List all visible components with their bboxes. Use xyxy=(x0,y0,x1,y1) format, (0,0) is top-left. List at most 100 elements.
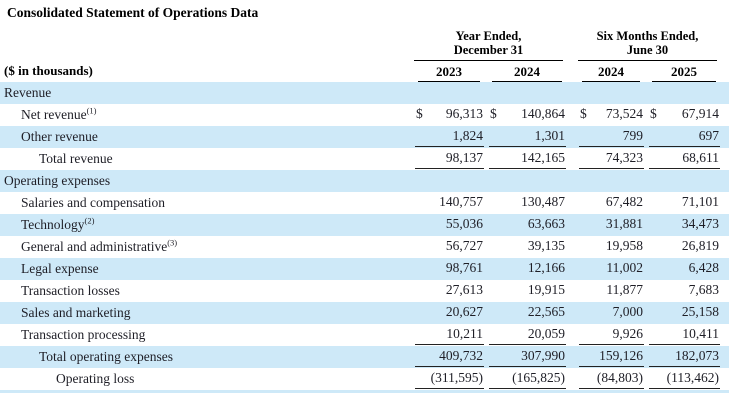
value-cell xyxy=(412,170,486,192)
cell-value: 140,757 xyxy=(439,194,483,210)
value-cell: 697 xyxy=(646,126,722,148)
row-label: Total revenue xyxy=(39,150,113,166)
cell-value: 19,915 xyxy=(527,282,565,298)
cell-value: 1,824 xyxy=(452,127,483,143)
value-cell: 67,482 xyxy=(576,192,646,214)
row-label: Operating loss xyxy=(56,370,135,386)
column-group-row: Year Ended, December 31 Six Months Ended… xyxy=(0,22,729,61)
table-row: Technology(2) 55,036 63,663 31,881 34,473 xyxy=(0,213,729,236)
value-cell: (165,825) xyxy=(486,368,568,390)
row-label: Total operating expenses xyxy=(39,348,174,364)
right-padding xyxy=(722,170,729,192)
value-cell: 20,627 xyxy=(412,302,486,324)
value-cell: 20,059 xyxy=(486,324,568,346)
group-label-line1: Six Months Ended, xyxy=(596,29,699,43)
column-gap xyxy=(568,126,576,148)
table-row: Transaction processing 10,211 20,059 9,926 1… xyxy=(0,324,729,346)
value-cell: 182,073 xyxy=(646,346,722,368)
value-cell: 98,761 xyxy=(412,258,486,280)
value-cell: 55,036 xyxy=(412,214,486,236)
section-label: Operating expenses xyxy=(4,172,111,188)
cell-value: 63,663 xyxy=(527,216,565,232)
column-gap xyxy=(568,82,576,104)
cell-value: 12,166 xyxy=(527,260,565,276)
value-cell: 10,211 xyxy=(412,324,486,346)
right-padding xyxy=(722,258,729,280)
value-cell: 98,137 xyxy=(412,148,486,170)
right-padding xyxy=(722,324,729,346)
value-cell: 142,165 xyxy=(486,148,568,170)
table-header: Year Ended, December 31 Six Months Ended… xyxy=(0,22,729,82)
year-header-row: ($ in thousands) 2023 2024 2024 2025 xyxy=(0,61,729,82)
right-padding xyxy=(722,61,729,82)
row-label: General and administrative(3) xyxy=(21,237,178,254)
cell-value: 9,926 xyxy=(612,325,643,341)
cell-value: 26,819 xyxy=(681,238,719,254)
cell-value: 56,727 xyxy=(445,238,483,254)
value-cell: 74,323 xyxy=(576,148,646,170)
value-cell: 19,915 xyxy=(486,280,568,302)
cell-value: 71,101 xyxy=(681,194,719,210)
column-gap xyxy=(568,280,576,302)
value-cell: 7,683 xyxy=(646,280,722,302)
right-padding xyxy=(722,346,729,368)
cell-value: (113,462) xyxy=(666,369,719,385)
value-cell: 68,611 xyxy=(646,148,722,170)
value-cell: 11,002 xyxy=(576,258,646,280)
table-row: Total operating expenses 409,732 307,990 15… xyxy=(0,345,729,368)
right-padding xyxy=(722,82,729,104)
section-label: Revenue xyxy=(4,84,52,100)
value-cell: 130,487 xyxy=(486,192,568,214)
cell-value: 19,958 xyxy=(605,238,643,254)
table-row: Operating loss (311,595) (165,825) (84,803)… xyxy=(0,368,729,390)
table-body: Revenue Net revenue(1) $96,313 $140,864 $73,… xyxy=(0,81,729,390)
table-row: Sales and marketing 20,627 22,565 7,000 25,1… xyxy=(0,301,729,324)
row-label: Sales and marketing xyxy=(21,304,131,320)
row-label: Legal expense xyxy=(21,260,99,276)
right-padding xyxy=(722,104,729,126)
cell-value: 20,059 xyxy=(527,325,565,341)
row-label: Salaries and compensation xyxy=(21,194,165,210)
table-row: Total revenue 98,137 142,165 74,323 68,611 xyxy=(0,148,729,170)
cell-value: 10,211 xyxy=(446,325,483,341)
group-label-line2: June 30 xyxy=(626,43,669,58)
cell-value: 96,313 xyxy=(445,106,483,122)
cell-value: 409,732 xyxy=(439,347,483,363)
cell-value: 130,487 xyxy=(521,194,565,210)
dollar-sign: $ xyxy=(580,106,587,122)
cell-value: 307,990 xyxy=(521,347,565,363)
value-cell: 22,565 xyxy=(486,302,568,324)
column-group-year-ended: Year Ended, December 31 xyxy=(412,22,568,61)
cell-value: (311,595) xyxy=(430,369,483,385)
cell-value: 55,036 xyxy=(445,216,483,232)
row-label: Transaction processing xyxy=(21,326,146,342)
value-cell: 25,158 xyxy=(646,302,722,324)
column-gap xyxy=(568,258,576,280)
cell-value: 39,135 xyxy=(527,238,565,254)
value-cell xyxy=(576,82,646,104)
cell-value: 697 xyxy=(698,127,719,143)
cell-value: 7,683 xyxy=(688,282,719,298)
cell-value: 73,524 xyxy=(605,106,643,122)
dollar-sign: $ xyxy=(490,106,497,122)
dollar-sign: $ xyxy=(416,106,423,122)
cell-value: 142,165 xyxy=(521,149,565,165)
cell-value: 67,914 xyxy=(681,106,719,122)
value-cell: 11,877 xyxy=(576,280,646,302)
value-cell: 39,135 xyxy=(486,236,568,258)
value-cell: 27,613 xyxy=(412,280,486,302)
column-gap xyxy=(568,22,576,61)
column-gap xyxy=(568,61,576,82)
table-row: Revenue xyxy=(0,81,729,104)
value-cell xyxy=(412,82,486,104)
table-row: Other revenue 1,824 1,301 799 697 xyxy=(0,125,729,148)
value-cell xyxy=(486,82,568,104)
column-gap xyxy=(568,170,576,192)
value-cell: 26,819 xyxy=(646,236,722,258)
column-gap xyxy=(568,104,576,126)
right-padding xyxy=(722,126,729,148)
right-padding xyxy=(722,148,729,170)
units-label: ($ in thousands) xyxy=(4,62,93,78)
value-cell: (113,462) xyxy=(646,368,722,390)
